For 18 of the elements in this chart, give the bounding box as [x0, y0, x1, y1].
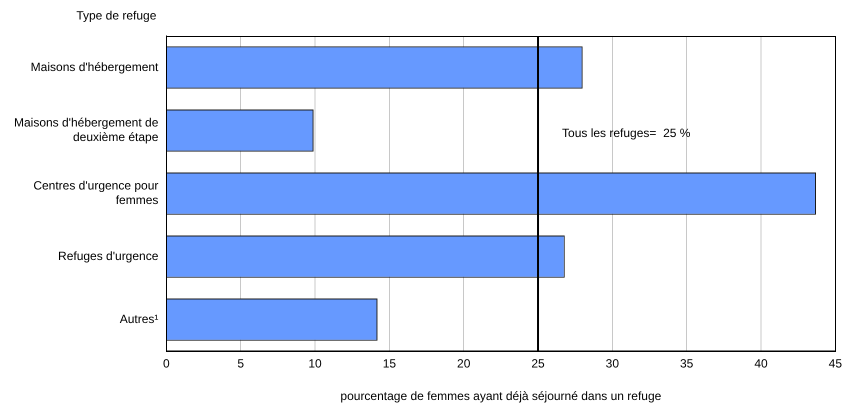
x-tick-label: 15 [382, 356, 396, 371]
x-tick-label: 45 [828, 356, 842, 371]
y-tick-label: Maisons d'hébergement [30, 60, 160, 74]
x-tick-label: 25 [531, 356, 546, 371]
y-axis-title: Type de refuge [76, 8, 157, 22]
x-tick-label: 10 [308, 356, 322, 371]
x-tick-label: 35 [680, 356, 694, 371]
x-tick-label: 40 [754, 356, 768, 371]
x-tick-label: 5 [237, 356, 244, 371]
x-tick-label: 20 [457, 356, 471, 371]
x-axis-title: pourcentage de femmes ayant déjà séjourné dans un refuge [340, 389, 662, 404]
x-tick-label: 0 [163, 356, 170, 371]
y-tick-label: Autres¹ [120, 312, 158, 326]
y-tick-label: Refuges d'urgence [58, 248, 159, 263]
y-tick-label: Maisons d'hébergement de deuxième étape [14, 116, 159, 144]
ref-line-label: Tous les refuges= 25 % [562, 126, 691, 140]
x-tick-label: 30 [606, 356, 620, 371]
y-tick-label: Centres d'urgence pour femmes [33, 178, 158, 208]
